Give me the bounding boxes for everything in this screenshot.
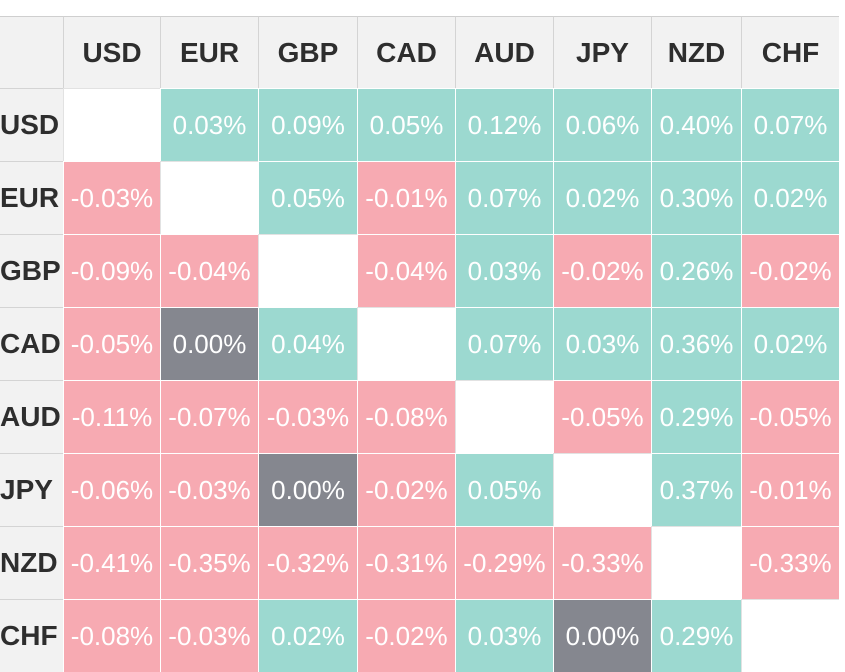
- row-header-nzd: NZD: [0, 526, 63, 599]
- heatmap-cell: -0.04%: [357, 234, 455, 307]
- heatmap-cell: 0.02%: [741, 307, 839, 380]
- heatmap-cell: -0.05%: [741, 380, 839, 453]
- row-header-eur: EUR: [0, 161, 63, 234]
- heatmap-cell: -0.32%: [258, 526, 357, 599]
- heatmap-cell: -0.08%: [63, 599, 160, 672]
- heatmap-cell: 0.04%: [258, 307, 357, 380]
- heatmap-cell: -0.03%: [63, 161, 160, 234]
- heatmap-cell: 0.05%: [357, 88, 455, 161]
- column-header-eur: EUR: [160, 16, 258, 88]
- column-header-nzd: NZD: [651, 16, 741, 88]
- heatmap-cell: -0.05%: [553, 380, 651, 453]
- heatmap-cell: -0.33%: [553, 526, 651, 599]
- heatmap-cell: 0.00%: [160, 307, 258, 380]
- column-header-jpy: JPY: [553, 16, 651, 88]
- heatmap-cell: 0.30%: [651, 161, 741, 234]
- row-header-cad: CAD: [0, 307, 63, 380]
- heatmap-cell: 0.03%: [553, 307, 651, 380]
- heatmap-cell: -0.03%: [258, 380, 357, 453]
- heatmap-cell: -0.29%: [455, 526, 553, 599]
- heatmap-cell: -0.03%: [160, 599, 258, 672]
- heatmap-cell: 0.29%: [651, 599, 741, 672]
- heatmap-cell: 0.00%: [258, 453, 357, 526]
- heatmap-cell: -0.07%: [160, 380, 258, 453]
- heatmap-cell: -0.08%: [357, 380, 455, 453]
- heatmap-cell: 0.02%: [553, 161, 651, 234]
- diagonal-cell: [160, 161, 258, 234]
- heatmap-cell: 0.40%: [651, 88, 741, 161]
- row-header-gbp: GBP: [0, 234, 63, 307]
- heatmap-cell: -0.02%: [553, 234, 651, 307]
- heatmap-cell: -0.11%: [63, 380, 160, 453]
- column-header-usd: USD: [63, 16, 160, 88]
- row-header-usd: USD: [0, 88, 63, 161]
- heatmap-cell: 0.03%: [160, 88, 258, 161]
- heatmap-cell: 0.00%: [553, 599, 651, 672]
- heatmap-cell: 0.03%: [455, 599, 553, 672]
- heatmap-cell: -0.33%: [741, 526, 839, 599]
- heatmap-cell: 0.12%: [455, 88, 553, 161]
- heatmap-cell: 0.02%: [258, 599, 357, 672]
- heatmap-cell: 0.26%: [651, 234, 741, 307]
- column-header-cad: CAD: [357, 16, 455, 88]
- heatmap-cell: 0.05%: [258, 161, 357, 234]
- column-header-aud: AUD: [455, 16, 553, 88]
- diagonal-cell: [63, 88, 160, 161]
- heatmap-cell: -0.02%: [357, 453, 455, 526]
- heatmap-cell: -0.02%: [357, 599, 455, 672]
- heatmap-cell: -0.31%: [357, 526, 455, 599]
- heatmap-cell: -0.09%: [63, 234, 160, 307]
- heatmap-cell: 0.09%: [258, 88, 357, 161]
- heatmap-cell: 0.07%: [455, 307, 553, 380]
- heatmap-cell: -0.35%: [160, 526, 258, 599]
- diagonal-cell: [455, 380, 553, 453]
- row-header-chf: CHF: [0, 599, 63, 672]
- heatmap-cell: 0.07%: [741, 88, 839, 161]
- heatmap-cell: 0.03%: [455, 234, 553, 307]
- heatmap-cell: -0.03%: [160, 453, 258, 526]
- heatmap-cell: -0.01%: [741, 453, 839, 526]
- heatmap-cell: -0.41%: [63, 526, 160, 599]
- heatmap-cell: -0.06%: [63, 453, 160, 526]
- column-header-gbp: GBP: [258, 16, 357, 88]
- diagonal-cell: [553, 453, 651, 526]
- heatmap-cell: 0.02%: [741, 161, 839, 234]
- corner-cell: [0, 16, 63, 88]
- heatmap-cell: 0.06%: [553, 88, 651, 161]
- heatmap-cell: 0.05%: [455, 453, 553, 526]
- diagonal-cell: [651, 526, 741, 599]
- row-header-aud: AUD: [0, 380, 63, 453]
- heatmap-cell: -0.02%: [741, 234, 839, 307]
- heatmap-cell: 0.36%: [651, 307, 741, 380]
- diagonal-cell: [741, 599, 839, 672]
- heatmap-cell: -0.01%: [357, 161, 455, 234]
- heatmap-cell: -0.04%: [160, 234, 258, 307]
- diagonal-cell: [357, 307, 455, 380]
- diagonal-cell: [258, 234, 357, 307]
- heatmap-cell: 0.07%: [455, 161, 553, 234]
- heatmap-cell: 0.37%: [651, 453, 741, 526]
- heatmap-cell: -0.05%: [63, 307, 160, 380]
- heatmap-cell: 0.29%: [651, 380, 741, 453]
- column-header-chf: CHF: [741, 16, 839, 88]
- row-header-jpy: JPY: [0, 453, 63, 526]
